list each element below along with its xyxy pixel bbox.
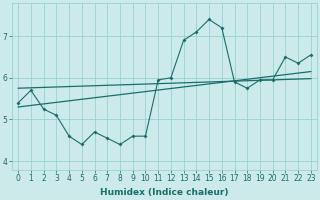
X-axis label: Humidex (Indice chaleur): Humidex (Indice chaleur) xyxy=(100,188,229,197)
